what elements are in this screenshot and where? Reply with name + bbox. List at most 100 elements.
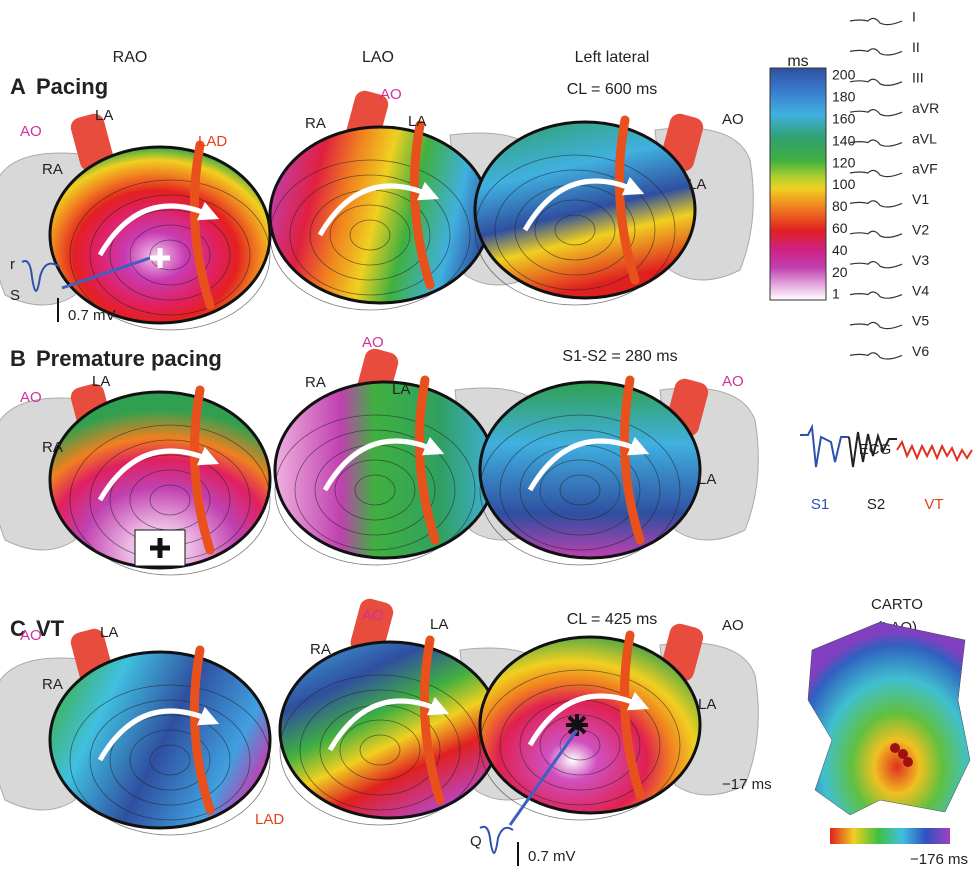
- label: RA: [42, 676, 63, 693]
- ecg-lead: aVL: [912, 130, 937, 146]
- label: AO: [722, 373, 744, 390]
- colorbar-tick: 200: [832, 67, 856, 83]
- ecg-trace: [850, 79, 902, 85]
- colorbar-tick: 100: [832, 176, 856, 192]
- colorbar-tick: 80: [832, 198, 848, 214]
- figure: RAO LAO Left lateral A Pacing CL = 600 m…: [0, 0, 975, 877]
- ecg-trace: [850, 18, 902, 24]
- label: AO: [722, 111, 744, 128]
- label: AO: [20, 123, 42, 140]
- label: RA: [42, 439, 63, 456]
- ecg-lead: V1: [912, 191, 929, 207]
- label: RA: [305, 374, 326, 391]
- ecg-trace: [850, 292, 902, 298]
- colorbar-tick: 40: [832, 242, 848, 258]
- heart: [475, 122, 695, 298]
- label: 0.7 mV: [68, 307, 116, 324]
- ecg-lead: III: [912, 70, 924, 86]
- ecg-label: S2: [867, 496, 885, 513]
- signal-trace: [480, 827, 513, 853]
- carto-title: CARTO: [871, 596, 923, 613]
- ecg-trace: [850, 322, 902, 328]
- label: LAD: [255, 811, 284, 828]
- ablation-point: [903, 757, 913, 767]
- row-label: Premature pacing: [36, 346, 222, 371]
- ecg-lead: aVF: [912, 161, 938, 177]
- colorbar-tick: 20: [832, 264, 848, 280]
- ecg-trace: [850, 201, 902, 207]
- row-label: Pacing: [36, 74, 108, 99]
- ecg-trace: [897, 442, 972, 460]
- ecg-lead: V5: [912, 313, 929, 329]
- colorbar-tick: 1: [832, 286, 840, 302]
- row-note: S1-S2 = 280 ms: [562, 348, 677, 365]
- label: LA: [95, 107, 113, 124]
- ecg-trace: [800, 427, 849, 467]
- label: AO: [722, 617, 744, 634]
- view-label: Left lateral: [575, 49, 650, 66]
- carto-colorbar: [830, 828, 950, 844]
- colorbar: [770, 68, 826, 300]
- label: AO: [362, 607, 384, 624]
- ecg-lead: I: [912, 9, 916, 25]
- carto-map: [808, 622, 970, 815]
- label: S: [10, 287, 20, 304]
- ecg-lead: V4: [912, 282, 929, 298]
- colorbar-tick: 180: [832, 89, 856, 105]
- exit-site: [566, 714, 588, 736]
- label: LA: [698, 471, 716, 488]
- ecg-lead: aVR: [912, 100, 939, 116]
- ecg-lead: II: [912, 39, 920, 55]
- ecg-trace: [850, 49, 902, 55]
- row-letter: A: [10, 74, 26, 99]
- row-letter: B: [10, 346, 26, 371]
- heart: [50, 652, 270, 828]
- row-note: CL = 425 ms: [567, 611, 658, 628]
- row-note: CL = 600 ms: [567, 81, 658, 98]
- colorbar-tick: 140: [832, 132, 856, 148]
- heart: [275, 382, 495, 558]
- label: LA: [92, 373, 110, 390]
- label: LAD: [198, 133, 227, 150]
- colorbar-tick: 60: [832, 220, 848, 236]
- label: AO: [380, 86, 402, 103]
- label: RA: [310, 641, 331, 658]
- heart: [270, 127, 490, 303]
- label: 0.7 mV: [528, 848, 576, 865]
- ecg-lead: V6: [912, 343, 929, 359]
- view-label: LAO: [362, 49, 394, 66]
- ecg-trace: [850, 262, 902, 268]
- label: Q: [470, 833, 482, 850]
- heart: [480, 382, 700, 558]
- ecg-label: S1: [811, 496, 829, 513]
- carto-min: −176 ms: [910, 851, 968, 868]
- ablation-point: [890, 743, 900, 753]
- ecg-lead: V3: [912, 252, 929, 268]
- ecg-label: VT: [924, 496, 943, 513]
- colorbar-unit: ms: [787, 53, 808, 70]
- ecg-trace: [850, 110, 902, 116]
- label: LA: [688, 176, 706, 193]
- label: r: [10, 256, 15, 273]
- label: LA: [430, 616, 448, 633]
- ecg-lead: V2: [912, 222, 929, 238]
- label: AO: [20, 389, 42, 406]
- heart: [280, 642, 500, 818]
- label: LA: [100, 624, 118, 641]
- ecg-trace: [850, 231, 902, 237]
- ecg-trace: [850, 140, 902, 146]
- colorbar-tick: 160: [832, 111, 856, 127]
- label: −17 ms: [722, 776, 772, 793]
- ecg-trace: [850, 170, 902, 176]
- label: LA: [408, 113, 426, 130]
- heart: [480, 637, 700, 813]
- label: LA: [698, 696, 716, 713]
- heart: [50, 147, 270, 323]
- label: RA: [42, 161, 63, 178]
- view-label: RAO: [113, 49, 148, 66]
- label: LA: [392, 381, 410, 398]
- ecg-trace: [850, 353, 902, 359]
- label: AO: [362, 334, 384, 351]
- label: RA: [305, 115, 326, 132]
- label: AO: [20, 627, 42, 644]
